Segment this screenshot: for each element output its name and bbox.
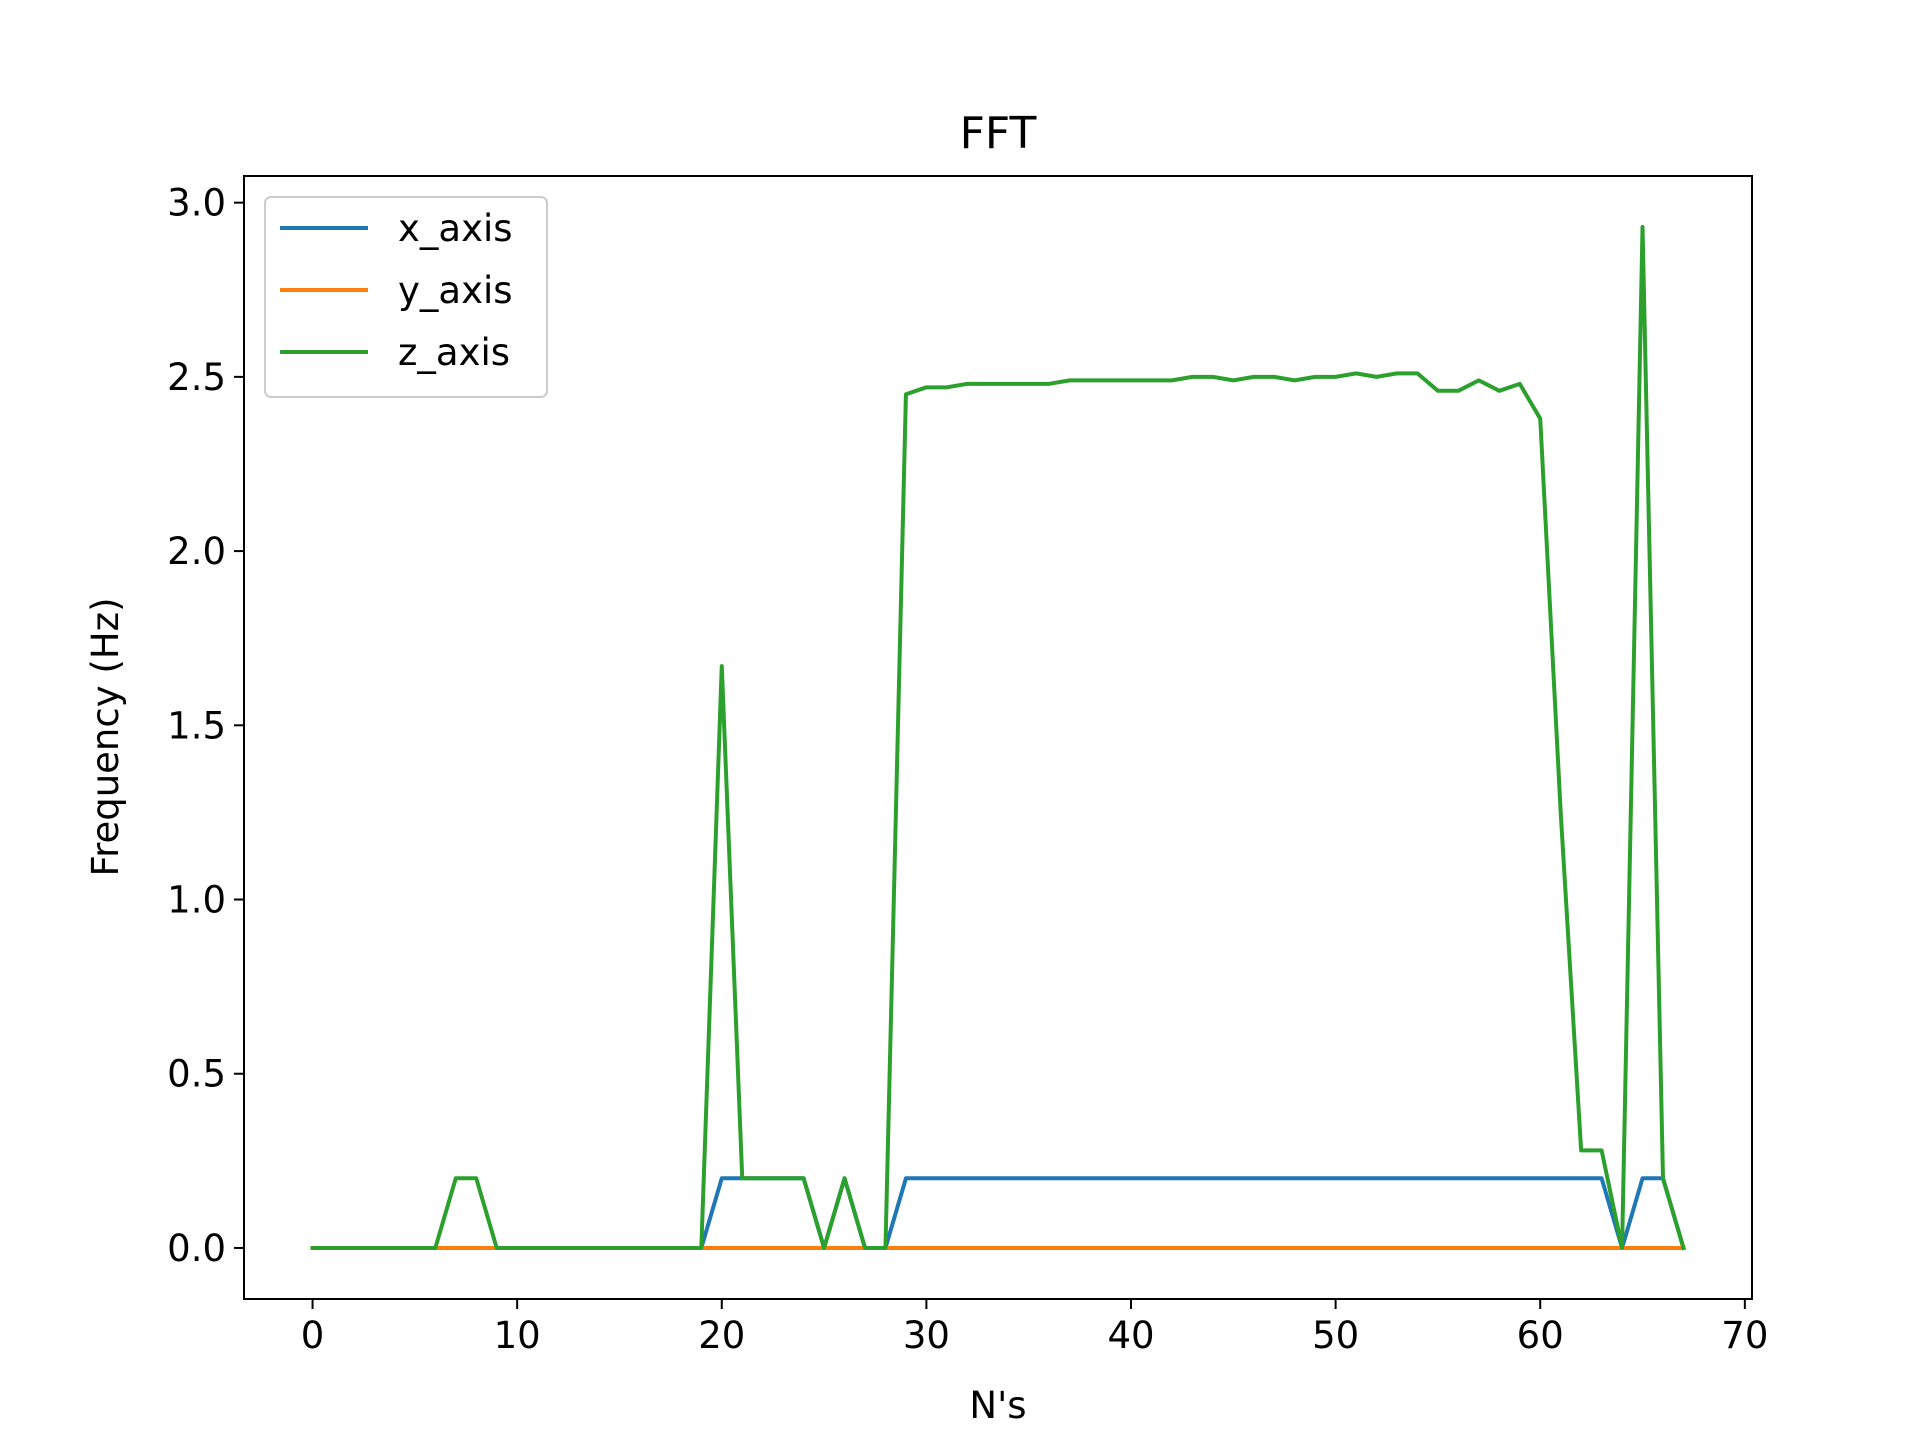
x-tick-label: 50	[1312, 1314, 1359, 1357]
chart-title: FFT	[960, 108, 1037, 159]
legend: x_axis y_axis z_axis	[264, 196, 548, 398]
legend-label-y-axis: y_axis	[398, 269, 513, 312]
plot-frame	[243, 175, 1753, 1300]
plot-lines	[310, 225, 1686, 1251]
x-tick-label: 0	[301, 1314, 325, 1357]
y-tick-label: 1.0	[167, 879, 226, 922]
legend-box	[264, 196, 548, 398]
x-tick-label: 20	[698, 1314, 745, 1357]
legend-label-x-axis: x_axis	[398, 207, 513, 250]
y-tick-label: 0.0	[167, 1227, 226, 1270]
x-tick-label: 60	[1517, 1314, 1564, 1357]
y-tick-label: 1.5	[167, 704, 226, 747]
x-tick-label: 70	[1721, 1314, 1768, 1357]
y-tick-label: 3.0	[167, 182, 226, 225]
x-axis-ticks: 0 10 20 30 40 50 60 70	[301, 1299, 1768, 1357]
x-tick-label: 30	[903, 1314, 950, 1357]
y-tick-label: 2.5	[167, 356, 226, 399]
legend-label-z-axis: z_axis	[398, 331, 510, 374]
x-axis-label: N's	[969, 1384, 1026, 1427]
y-axis-label: Frequency (Hz)	[84, 597, 127, 876]
y-tick-label: 2.0	[167, 530, 226, 573]
series-line-z-axis	[310, 225, 1686, 1251]
x-tick-label: 40	[1107, 1314, 1154, 1357]
y-axis-ticks: 0.0 0.5 1.0 1.5 2.0 2.5 3.0	[167, 182, 244, 1270]
y-tick-label: 0.5	[167, 1053, 226, 1096]
x-tick-label: 10	[494, 1314, 541, 1357]
